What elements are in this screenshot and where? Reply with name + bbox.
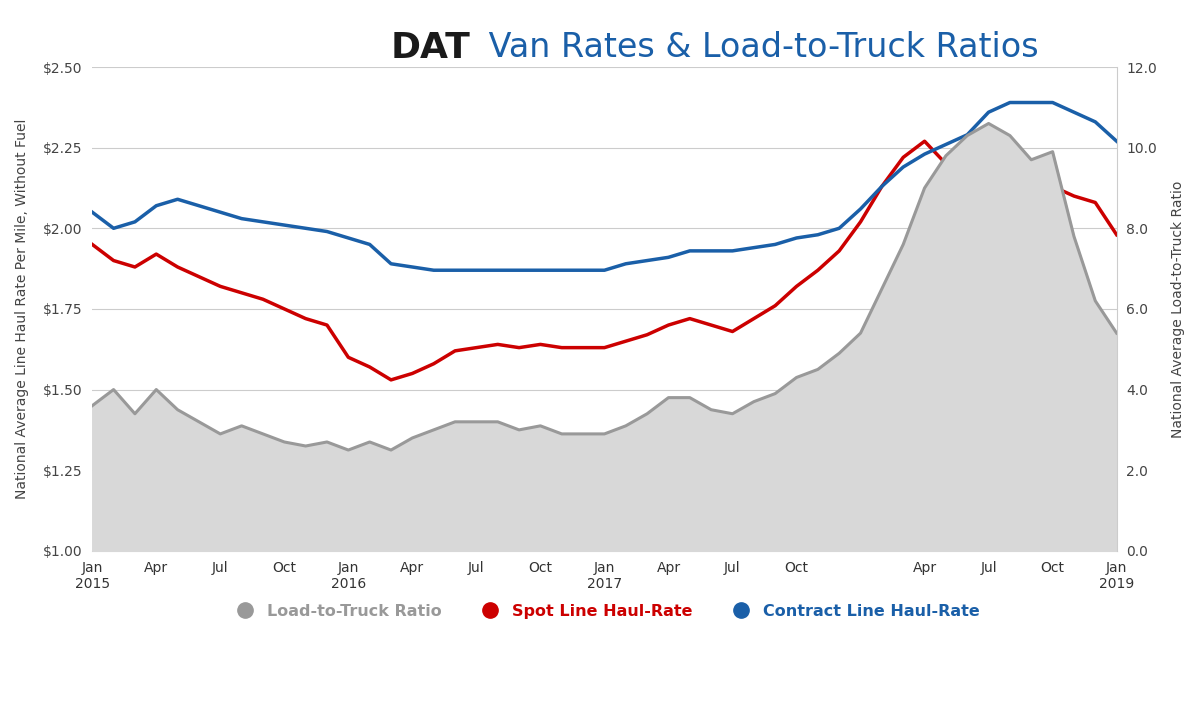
Y-axis label: National Average Load-to-Truck Ratio: National Average Load-to-Truck Ratio [1171,180,1186,437]
Text: Van Rates & Load-to-Truck Ratios: Van Rates & Load-to-Truck Ratios [478,31,1038,64]
Text: DAT: DAT [390,31,470,64]
Y-axis label: National Average Line Haul Rate Per Mile, Without Fuel: National Average Line Haul Rate Per Mile… [14,119,29,499]
Legend: Load-to-Truck Ratio, Spot Line Haul-Rate, Contract Line Haul-Rate: Load-to-Truck Ratio, Spot Line Haul-Rate… [223,597,986,625]
Text: © 2019 DAT Solutions LLC: © 2019 DAT Solutions LLC [108,513,272,527]
